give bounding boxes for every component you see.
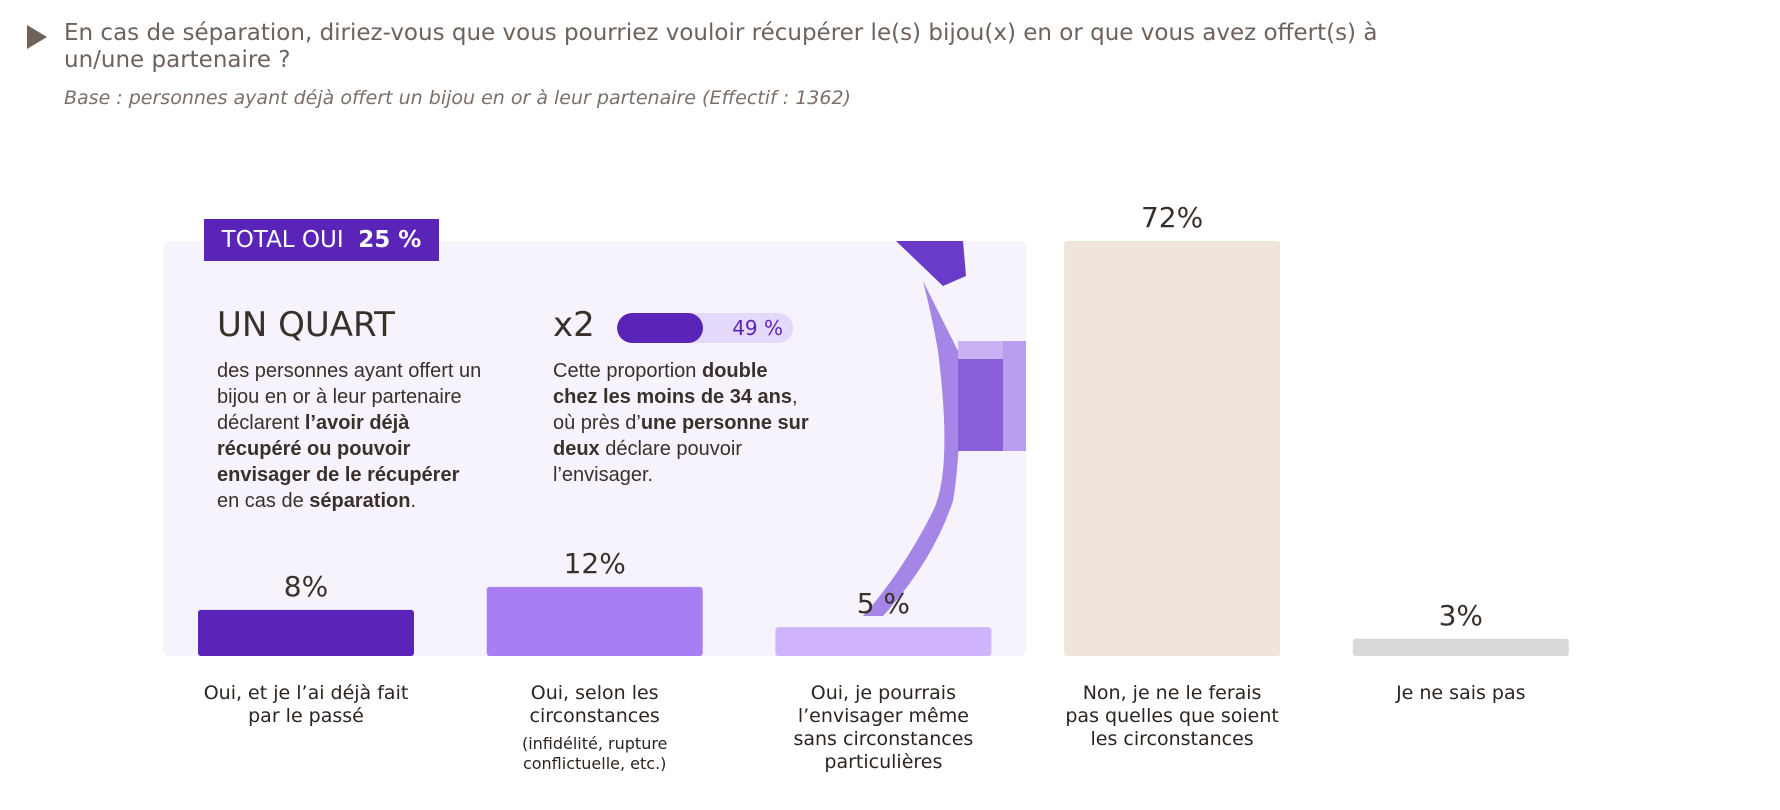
text-segment: Cette proportion xyxy=(553,360,702,382)
text-segment: des personnes ayant offert un bijou en o… xyxy=(217,360,482,434)
progress-fill xyxy=(617,313,704,343)
category-text: Non, je ne le ferais pas quelles que soi… xyxy=(1065,682,1279,750)
bar xyxy=(1352,638,1569,656)
text-segment: séparation xyxy=(309,490,411,512)
bar xyxy=(486,586,703,656)
chart-subtitle: Base : personnes ayant déjà offert un bi… xyxy=(64,87,851,109)
bar xyxy=(1064,241,1281,656)
text-segment: une personne sur deux xyxy=(553,412,809,460)
progress-label: 49 % xyxy=(732,316,783,340)
value-label: 72% xyxy=(1140,201,1204,234)
bar xyxy=(775,627,992,656)
total-label: TOTAL OUI xyxy=(221,227,344,253)
category-text: Oui, je pourrais l’envisager même sans c… xyxy=(793,682,974,773)
category-label: Oui, et je l’ai déjà fait par le passé xyxy=(198,682,414,728)
chart-title: En cas de séparation, diriez-vous que vo… xyxy=(64,20,1378,73)
callout-text: des personnes ayant offert un bijou en o… xyxy=(217,358,487,514)
category-text: Je ne sais pas xyxy=(1396,682,1526,704)
category-text: Oui, selon les circonstances xyxy=(529,682,660,727)
headline: UN QUART xyxy=(217,305,395,345)
value-label: 8% xyxy=(283,569,329,603)
value-label: 3% xyxy=(1438,598,1483,632)
total-value: 25 % xyxy=(358,227,422,253)
category-label: Je ne sais pas xyxy=(1353,682,1569,705)
category-text: Oui, et je l’ai déjà fait par le passé xyxy=(203,682,409,727)
text-segment: double chez les moins de 34 ans xyxy=(553,360,792,408)
value-label: 5 % xyxy=(856,587,911,621)
gift-illustration xyxy=(863,241,1026,616)
multiplier: x2 xyxy=(553,305,595,345)
category-note: (infidélité, rupture conflictuelle, etc.… xyxy=(521,734,668,773)
progress-track: 49 % xyxy=(617,313,793,343)
text-segment: déclare pouvoir l’envisager. xyxy=(553,438,742,486)
text-segment: en cas de xyxy=(217,490,310,512)
callout-text: Cette proportion double chez les moins d… xyxy=(553,358,813,488)
category-label: Oui, selon les circonstances (infidélité,… xyxy=(487,682,703,774)
text-segment: . xyxy=(410,490,417,512)
total-box: TOTAL OUI 25 % xyxy=(204,219,439,261)
bar xyxy=(198,609,414,656)
value-label: 12% xyxy=(563,546,626,580)
category-label: Oui, je pourrais l’envisager même sans c… xyxy=(775,682,991,774)
category-label: Non, je ne le ferais pas quelles que soi… xyxy=(1064,682,1280,751)
text-segment: , où près d’ xyxy=(553,386,798,434)
bullet-arrow xyxy=(27,25,47,49)
text-segment: l’avoir déjà récupéré ou pouvoir envisag… xyxy=(217,412,460,486)
callout-panel xyxy=(163,241,1026,656)
